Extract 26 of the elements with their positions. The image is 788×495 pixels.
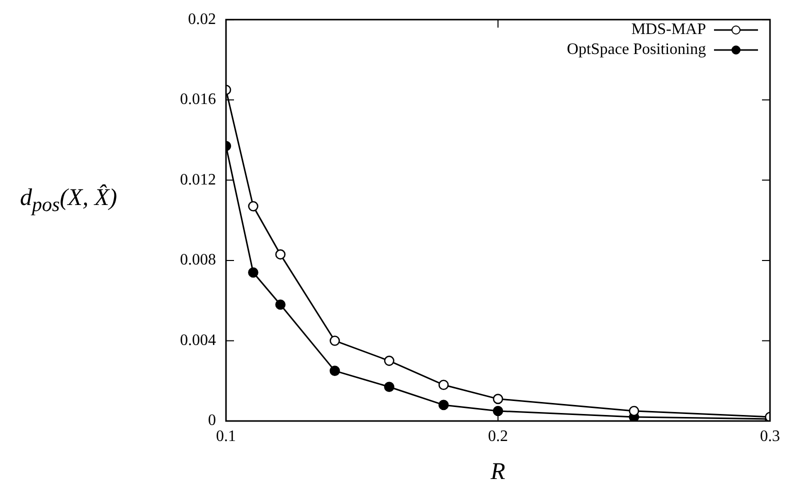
point (438, 380, 449, 390)
x-axis-title: R (490, 458, 506, 485)
point (248, 201, 258, 212)
x-tick-label: 0.2 (488, 428, 508, 445)
point (330, 366, 340, 376)
point (275, 249, 286, 260)
point (438, 400, 449, 410)
point (248, 267, 258, 278)
point (330, 336, 340, 346)
y-tick-label: 0.008 (180, 252, 216, 269)
y-tick-label: 0.02 (188, 10, 216, 28)
point (275, 299, 286, 310)
legend-label: MDS-MAP (631, 20, 706, 40)
x-tick-label: 0.3 (760, 428, 780, 445)
point (492, 394, 504, 404)
point (384, 382, 394, 392)
y-tick-label: 0.012 (180, 171, 216, 188)
y-tick-label: 0.016 (180, 91, 216, 108)
y-axis-title: d$_{pos}$(X, X̂) (20, 185, 118, 217)
y-tick-label: 0.004 (180, 332, 216, 349)
x-tick-label: 0.1 (216, 428, 236, 445)
point (492, 406, 504, 416)
point (384, 356, 394, 366)
point (628, 406, 640, 416)
legend-label: OptSpace Positioning (566, 40, 706, 60)
y-tick-label: 0 (208, 412, 216, 430)
